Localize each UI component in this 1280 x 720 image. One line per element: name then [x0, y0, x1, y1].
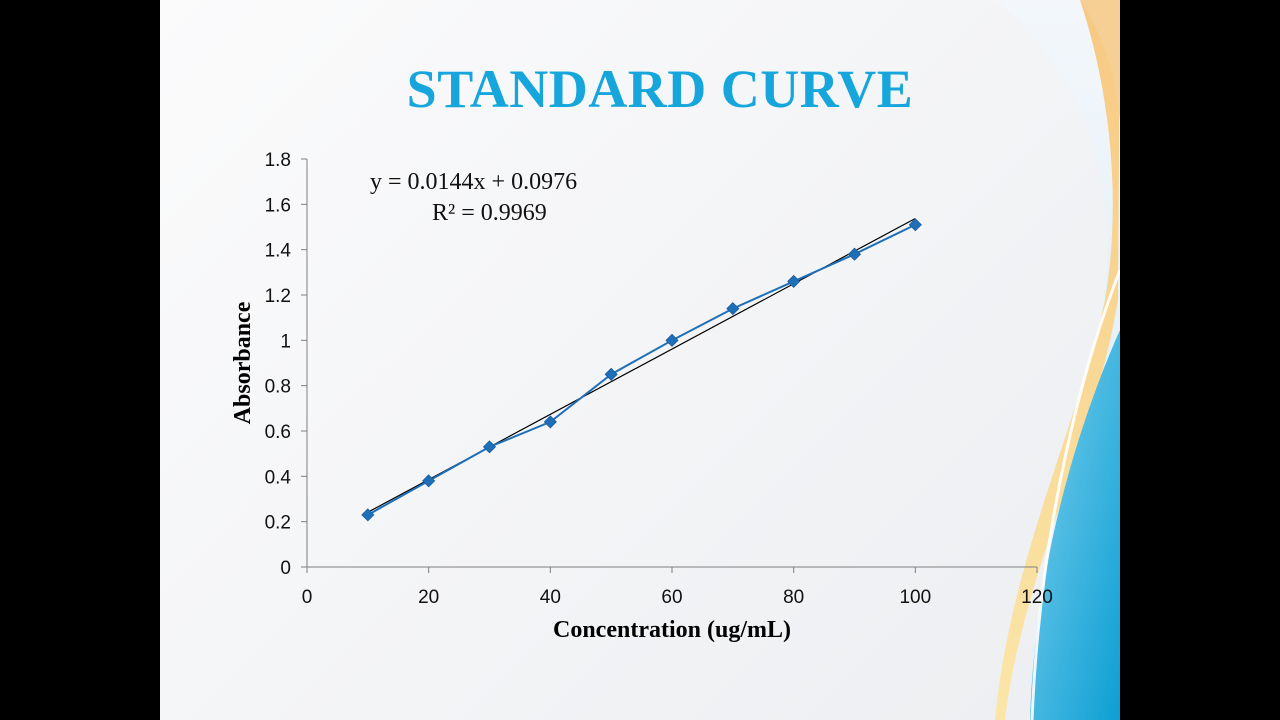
trendline-r2: R² = 0.9969 — [432, 200, 547, 226]
series-markers — [361, 218, 922, 522]
slide-decoration — [995, 0, 1120, 720]
tick-labels: 0 0.2 0.4 0.6 0.8 1 1.2 1.4 1.6 1.8 0 20 40 60 80 100 12… — [265, 150, 1053, 608]
y-tick-label: 0.6 — [265, 422, 291, 443]
wave-gold-top-shape — [1080, 0, 1120, 120]
data-point-marker — [543, 415, 557, 429]
y-tick-label: 0.2 — [265, 513, 291, 534]
y-tick-label: 0 — [280, 558, 291, 579]
x-tick-label: 120 — [1021, 587, 1053, 608]
slide-title: STANDARD CURVE — [406, 59, 914, 119]
y-tick-label: 1.2 — [265, 286, 291, 307]
data-point-marker — [604, 367, 618, 381]
data-point-marker — [908, 218, 922, 232]
data-point-marker — [787, 274, 801, 288]
y-tick-label: 1.6 — [265, 195, 291, 216]
series-line — [367, 223, 916, 516]
y-tick-label: 0.4 — [265, 467, 292, 488]
y-tick-label: 1 — [280, 331, 291, 352]
x-tick-label: 40 — [540, 587, 561, 608]
x-tick-label: 80 — [783, 587, 804, 608]
trendline-equation: y = 0.0144x + 0.0976 — [370, 169, 577, 195]
y-tick-label: 0.8 — [265, 377, 291, 398]
data-point-marker — [361, 508, 375, 522]
x-tick-label: 0 — [302, 587, 313, 608]
data-point-marker — [422, 474, 436, 488]
data-point-marker — [482, 440, 497, 454]
y-axis-title: Absorbance — [230, 301, 256, 424]
wave-highlight-shape — [1030, 269, 1120, 720]
data-point-marker — [665, 333, 679, 347]
slide: STANDARD CURVE — [160, 0, 1120, 720]
wave-blue-shape — [1030, 330, 1120, 720]
x-tick-label: 20 — [418, 587, 439, 608]
x-tick-label: 100 — [899, 587, 931, 608]
y-tick-label: 1.8 — [265, 150, 291, 171]
y-tick-label: 1.4 — [265, 241, 292, 262]
data-point-marker — [726, 302, 740, 316]
axes — [301, 158, 1038, 573]
data-point-marker — [847, 247, 862, 261]
x-tick-label: 60 — [661, 587, 682, 608]
x-axis-title: Concentration (ug/mL) — [553, 617, 791, 643]
wave-gold-shape — [995, 0, 1120, 720]
